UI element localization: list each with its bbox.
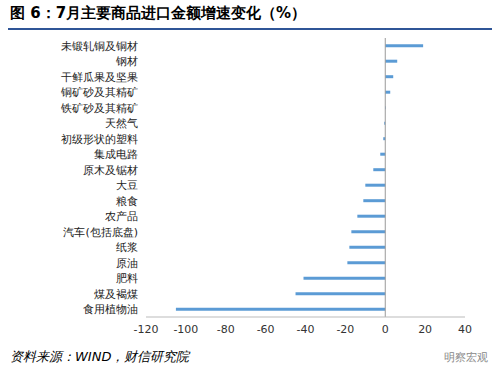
svg-text:-60: -60 [257,323,275,336]
svg-text:-40: -40 [297,323,315,336]
svg-text:原木及锯材: 原木及锯材 [83,164,138,177]
svg-text:未锻轧铜及铜材: 未锻轧铜及铜材 [61,40,138,53]
svg-text:纸浆: 纸浆 [116,241,138,254]
svg-text:0: 0 [382,323,389,336]
svg-text:铁矿砂及其精矿: 铁矿砂及其精矿 [60,102,138,115]
svg-text:-80: -80 [217,323,235,336]
svg-text:-20: -20 [336,323,354,336]
svg-text:-100: -100 [173,323,198,336]
svg-text:钢材: 钢材 [115,55,138,68]
svg-text:农产品: 农产品 [105,210,138,223]
svg-text:初级形状的塑料: 初级形状的塑料 [61,133,138,146]
svg-text:大豆: 大豆 [116,179,138,192]
svg-text:20: 20 [418,323,432,336]
svg-text:-120: -120 [134,323,159,336]
svg-text:集成电路: 集成电路 [94,148,138,161]
svg-text:原油: 原油 [116,257,138,270]
html-text:图 6：7月主要商品进口金额增速变化（%）: 图 6：7月主要商品进口金额增速变化（%） [10,4,307,22]
svg-text:40: 40 [458,323,472,336]
html-text:明察宏观: 明察宏观 [444,351,488,364]
svg-text:煤及褐煤: 煤及褐煤 [94,288,138,301]
svg-text:粮食: 粮食 [116,195,138,208]
svg-text:铜矿砂及其精矿: 铜矿砂及其精矿 [60,86,138,99]
svg-text:肥料: 肥料 [116,272,138,285]
svg-text:天然气: 天然气 [105,117,138,130]
svg-text:食用植物油: 食用植物油 [83,303,138,316]
svg-text:汽车(包括底盘): 汽车(包括底盘) [63,226,138,239]
html-text:资料来源：WIND，财信研究院: 资料来源：WIND，财信研究院 [10,349,190,364]
svg-text:干鲜瓜果及坚果: 干鲜瓜果及坚果 [61,71,138,84]
